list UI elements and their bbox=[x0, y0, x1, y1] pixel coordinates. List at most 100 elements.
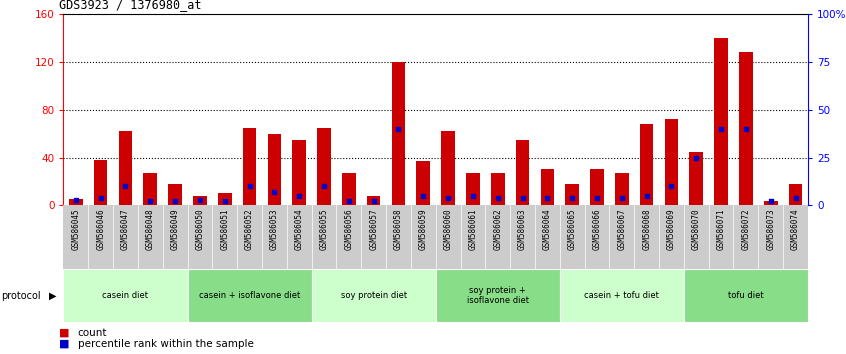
Text: GSM586066: GSM586066 bbox=[592, 209, 602, 250]
Point bbox=[516, 195, 530, 200]
Text: GSM586052: GSM586052 bbox=[245, 209, 254, 250]
Bar bbox=[684, 269, 808, 322]
Point bbox=[764, 199, 777, 204]
Point bbox=[665, 183, 678, 189]
Text: casein + isoflavone diet: casein + isoflavone diet bbox=[199, 291, 300, 300]
Point bbox=[243, 183, 256, 189]
Text: GSM586061: GSM586061 bbox=[469, 209, 477, 250]
Bar bbox=[311, 269, 436, 322]
Point bbox=[317, 183, 331, 189]
Bar bbox=[342, 173, 355, 205]
Bar bbox=[442, 131, 455, 205]
Point bbox=[615, 195, 629, 200]
Bar bbox=[615, 173, 629, 205]
Text: casein + tofu diet: casein + tofu diet bbox=[585, 291, 659, 300]
Text: GSM586064: GSM586064 bbox=[543, 209, 552, 250]
Bar bbox=[788, 184, 802, 205]
Text: tofu diet: tofu diet bbox=[728, 291, 764, 300]
Text: GSM586065: GSM586065 bbox=[568, 209, 577, 250]
Point bbox=[94, 195, 107, 200]
Bar bbox=[144, 173, 157, 205]
Point bbox=[640, 193, 653, 199]
Text: GSM586060: GSM586060 bbox=[443, 209, 453, 250]
Text: GSM586062: GSM586062 bbox=[493, 209, 503, 250]
Bar bbox=[168, 184, 182, 205]
Text: GSM586068: GSM586068 bbox=[642, 209, 651, 250]
Bar bbox=[739, 52, 753, 205]
Text: GSM586063: GSM586063 bbox=[518, 209, 527, 250]
Text: GSM586048: GSM586048 bbox=[146, 209, 155, 250]
Point bbox=[565, 195, 579, 200]
Bar bbox=[466, 173, 480, 205]
Text: GSM586049: GSM586049 bbox=[171, 209, 179, 250]
Bar bbox=[591, 170, 604, 205]
Text: GSM586074: GSM586074 bbox=[791, 209, 800, 250]
Bar bbox=[516, 139, 530, 205]
Point bbox=[788, 195, 802, 200]
Text: GSM586051: GSM586051 bbox=[220, 209, 229, 250]
Text: GSM586056: GSM586056 bbox=[344, 209, 354, 250]
Text: GSM586055: GSM586055 bbox=[320, 209, 328, 250]
Point bbox=[118, 183, 132, 189]
Point bbox=[714, 126, 728, 132]
Point bbox=[416, 193, 430, 199]
Bar bbox=[218, 193, 232, 205]
Bar bbox=[94, 160, 107, 205]
Text: soy protein +
isoflavone diet: soy protein + isoflavone diet bbox=[467, 286, 529, 305]
Text: GSM586045: GSM586045 bbox=[71, 209, 80, 250]
Point bbox=[739, 126, 753, 132]
Point bbox=[267, 189, 281, 195]
Text: GSM586058: GSM586058 bbox=[394, 209, 403, 250]
Point bbox=[293, 193, 306, 199]
Text: GSM586057: GSM586057 bbox=[369, 209, 378, 250]
Bar bbox=[243, 128, 256, 205]
Bar bbox=[392, 62, 405, 205]
Text: ■: ■ bbox=[59, 339, 69, 349]
Bar bbox=[188, 269, 311, 322]
Text: GSM586072: GSM586072 bbox=[741, 209, 750, 250]
Bar bbox=[689, 152, 703, 205]
Text: GSM586067: GSM586067 bbox=[618, 209, 626, 250]
Point bbox=[491, 195, 504, 200]
Bar bbox=[714, 38, 728, 205]
Bar bbox=[436, 269, 560, 322]
Point bbox=[168, 199, 182, 204]
Bar bbox=[764, 200, 777, 205]
Text: count: count bbox=[78, 328, 107, 338]
Point bbox=[541, 195, 554, 200]
Text: GSM586071: GSM586071 bbox=[717, 209, 726, 250]
Point bbox=[342, 199, 355, 204]
Point bbox=[218, 199, 232, 204]
Bar bbox=[665, 119, 678, 205]
Text: GSM586054: GSM586054 bbox=[294, 209, 304, 250]
Text: ▶: ▶ bbox=[49, 291, 57, 301]
Point bbox=[442, 195, 455, 200]
Point bbox=[367, 199, 381, 204]
Bar bbox=[267, 133, 281, 205]
Bar bbox=[317, 128, 331, 205]
Point bbox=[591, 195, 604, 200]
Bar bbox=[491, 173, 504, 205]
Text: GSM586059: GSM586059 bbox=[419, 209, 428, 250]
Text: protocol: protocol bbox=[1, 291, 41, 301]
Text: percentile rank within the sample: percentile rank within the sample bbox=[78, 339, 254, 349]
Text: GSM586073: GSM586073 bbox=[766, 209, 775, 250]
Bar bbox=[565, 184, 579, 205]
Point bbox=[144, 199, 157, 204]
Text: casein diet: casein diet bbox=[102, 291, 149, 300]
Text: GSM586070: GSM586070 bbox=[692, 209, 700, 250]
Point bbox=[69, 197, 83, 202]
Bar bbox=[541, 170, 554, 205]
Text: GSM586069: GSM586069 bbox=[667, 209, 676, 250]
Text: soy protein diet: soy protein diet bbox=[341, 291, 407, 300]
Text: GDS3923 / 1376980_at: GDS3923 / 1376980_at bbox=[59, 0, 201, 11]
Text: GSM586050: GSM586050 bbox=[195, 209, 205, 250]
Text: GSM586046: GSM586046 bbox=[96, 209, 105, 250]
Bar bbox=[69, 199, 83, 205]
Bar bbox=[640, 124, 653, 205]
Point bbox=[193, 197, 206, 202]
Bar bbox=[416, 161, 430, 205]
Text: GSM586053: GSM586053 bbox=[270, 209, 279, 250]
Point bbox=[689, 155, 703, 160]
Bar bbox=[63, 269, 188, 322]
